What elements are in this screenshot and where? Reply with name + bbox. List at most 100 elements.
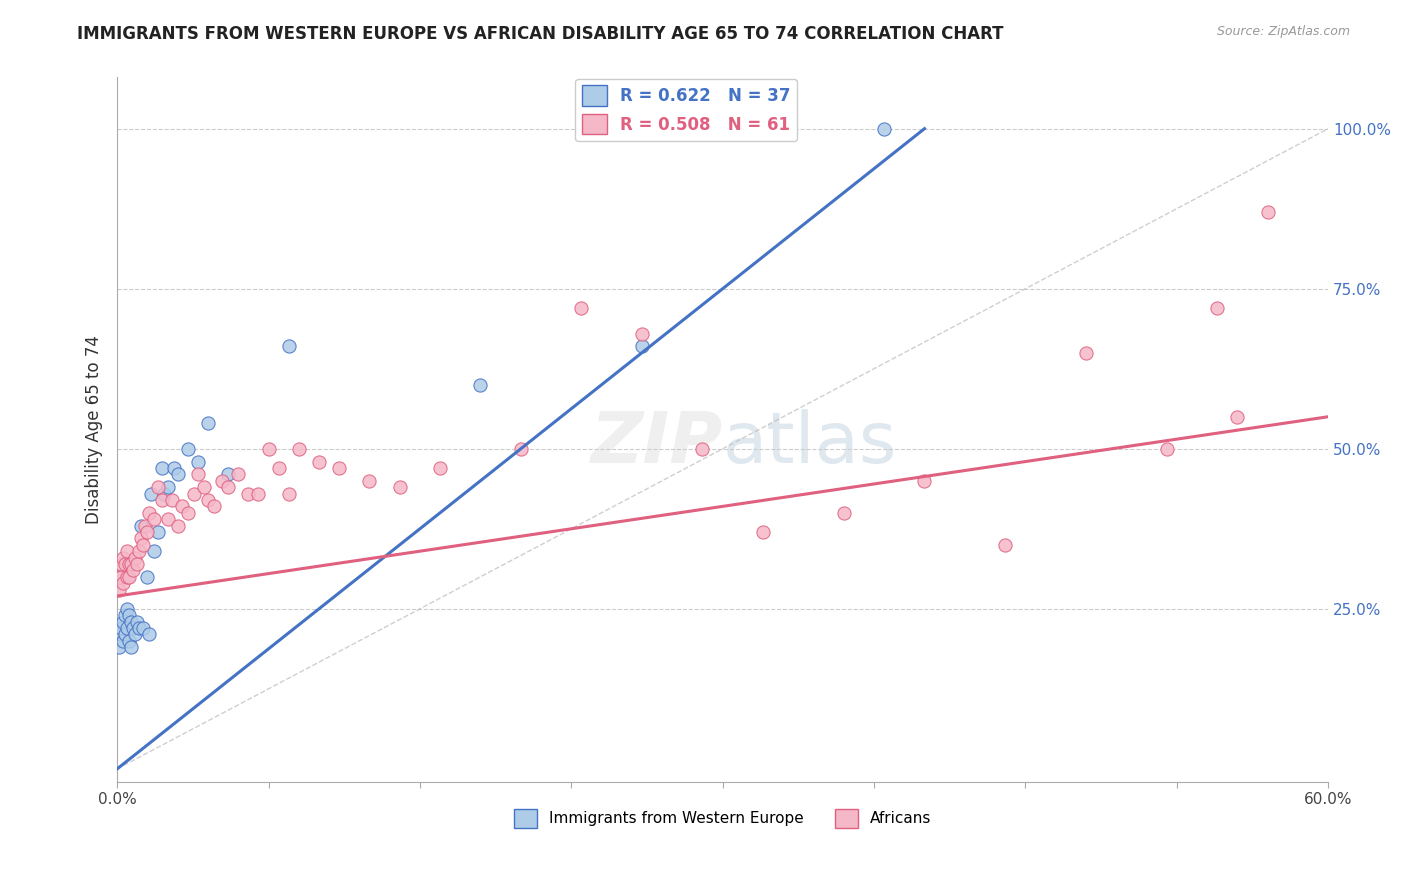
Point [277,486,299,500]
Point [128,544,150,558]
Point [202,500,225,514]
Point [277,339,299,353]
Point [127,615,149,629]
Point [132,621,155,635]
Text: IMMIGRANTS FROM WESTERN EUROPE VS AFRICAN DISABILITY AGE 65 TO 74 CORRELATION CH: IMMIGRANTS FROM WESTERN EUROPE VS AFRICA… [77,25,1004,43]
Point [832,506,855,520]
Point [131,518,153,533]
Point [267,461,290,475]
Point [110,627,132,641]
Text: ZIP: ZIP [591,409,723,478]
Point [131,532,153,546]
Point [163,461,186,475]
Point [120,640,142,655]
Point [110,570,132,584]
Point [142,512,165,526]
Point [112,550,135,565]
Y-axis label: Disability Age 65 to 74: Disability Age 65 to 74 [86,335,103,524]
Point [388,480,411,494]
Point [288,442,311,456]
Point [112,615,135,629]
Point [134,518,156,533]
Point [122,563,145,577]
Point [187,454,209,468]
Point [226,467,249,482]
Point [150,461,173,475]
Point [156,512,179,526]
Point [118,557,141,571]
Point [571,301,593,315]
Point [108,582,131,597]
Legend: Immigrants from Western Europe, Africans: Immigrants from Western Europe, Africans [508,803,938,834]
Point [142,544,165,558]
Point [470,377,492,392]
Point [197,416,219,430]
Point [166,467,188,482]
Point [217,467,239,482]
Point [117,602,139,616]
Point [1156,442,1178,456]
Point [114,557,136,571]
Point [138,506,160,520]
Point [114,627,136,641]
Point [136,524,159,539]
Point [124,550,146,565]
Point [187,467,209,482]
Point [183,486,205,500]
Text: Source: ZipAtlas.com: Source: ZipAtlas.com [1216,25,1350,38]
Point [132,538,155,552]
Point [328,461,350,475]
Point [197,493,219,508]
Point [122,621,145,635]
Point [108,640,131,655]
Point [120,615,142,629]
Point [631,326,654,341]
Point [177,506,200,520]
Point [631,339,654,353]
Point [308,454,330,468]
Point [110,557,132,571]
Point [112,633,135,648]
Point [138,627,160,641]
Text: atlas: atlas [723,409,897,478]
Point [217,480,239,494]
Point [247,486,270,500]
Point [128,621,150,635]
Point [127,557,149,571]
Point [146,480,169,494]
Point [873,121,896,136]
Point [1074,345,1097,359]
Point [117,621,139,635]
Point [146,524,169,539]
Point [692,442,714,456]
Point [117,570,139,584]
Point [141,486,163,500]
Point [177,442,200,456]
Point [120,557,142,571]
Point [193,480,215,494]
Point [257,442,280,456]
Point [170,500,193,514]
Point [160,493,183,508]
Point [150,493,173,508]
Point [108,570,131,584]
Point [110,621,132,635]
Point [429,461,451,475]
Point [994,538,1017,552]
Point [914,474,936,488]
Point [118,570,141,584]
Point [1226,409,1249,424]
Point [117,544,139,558]
Point [1257,205,1279,219]
Point [1206,301,1229,315]
Point [166,518,188,533]
Point [136,570,159,584]
Point [359,474,381,488]
Point [112,576,135,591]
Point [118,633,141,648]
Point [752,524,775,539]
Point [114,608,136,623]
Point [152,486,174,500]
Point [211,474,233,488]
Point [156,480,179,494]
